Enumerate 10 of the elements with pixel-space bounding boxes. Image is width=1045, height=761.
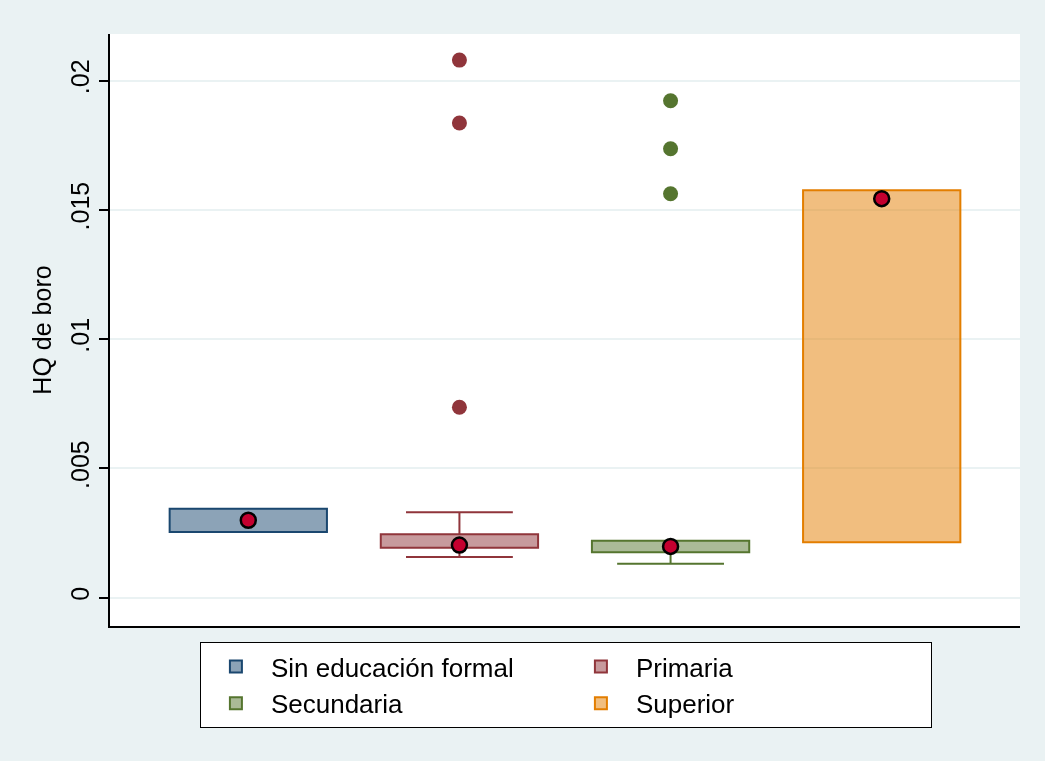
legend-label: Secundaria <box>270 689 403 720</box>
y-tick-label: .005 <box>66 440 95 489</box>
y-tick-label: .01 <box>66 317 95 353</box>
legend-label: Sin educación formal <box>270 652 514 683</box>
legend-label: Primaria <box>635 652 734 683</box>
legend-label: Superior <box>635 689 735 720</box>
y-tick-label: .02 <box>66 59 95 95</box>
y-tick-label: .015 <box>66 181 95 231</box>
y-tick-label: 0 <box>66 586 95 601</box>
y-axis-title: HQ de boro <box>27 265 56 395</box>
